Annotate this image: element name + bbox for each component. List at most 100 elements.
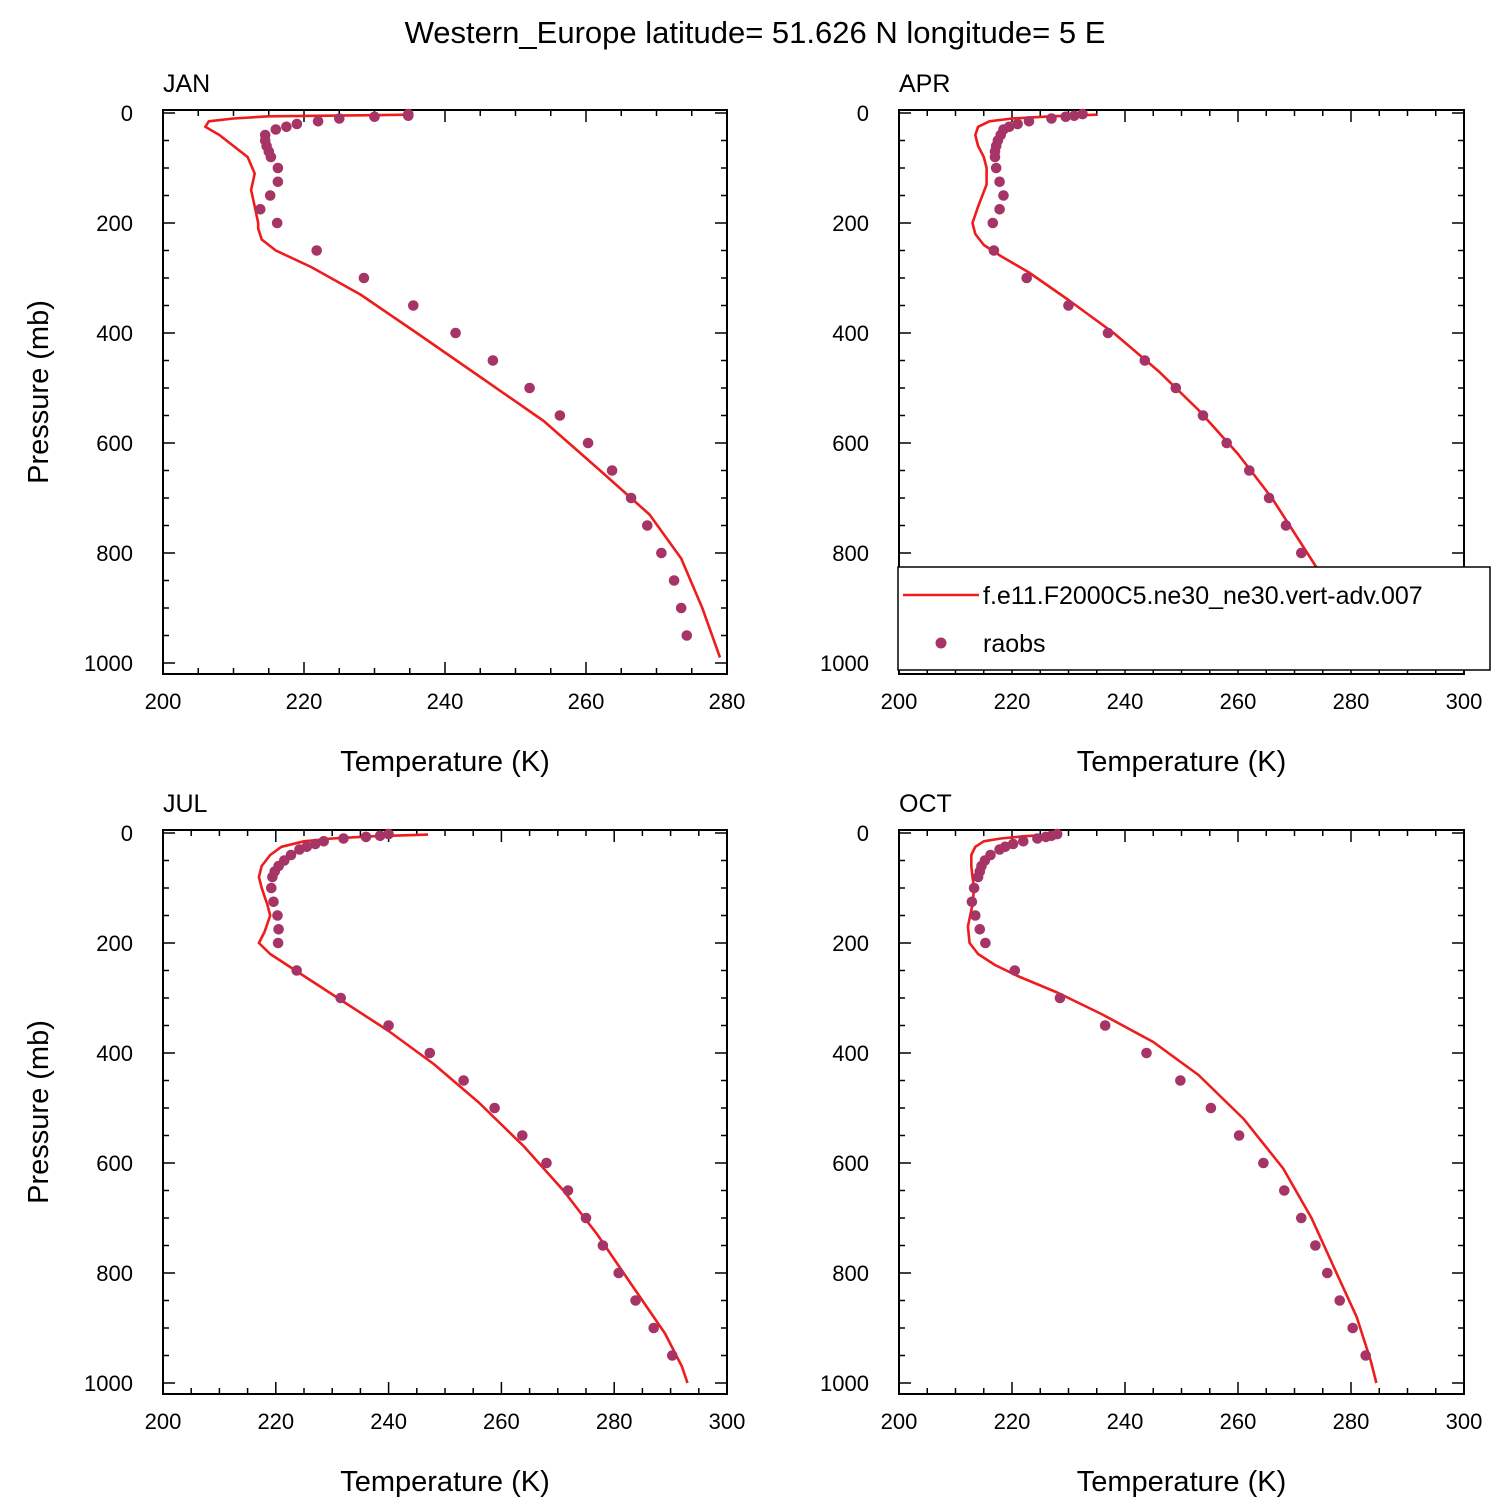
raobs-point [294,844,305,855]
x-axis-label: Temperature (K) [340,1466,550,1498]
x-tick-label: 260 [568,689,605,714]
x-tick-label: 260 [1220,689,1257,714]
raobs-point [562,1185,574,1196]
raobs-point [606,465,618,476]
legend-model-label: f.e11.F2000C5.ne30_ne30.vert-adv.007 [983,582,1423,610]
x-tick-label: 260 [1220,1409,1257,1434]
raobs-point [630,1295,641,1306]
raobs-point [1170,382,1182,394]
raobs-point [1040,831,1052,843]
raobs-point [582,437,594,449]
raobs-point [458,1075,469,1086]
raobs-point [489,1102,500,1114]
legend-obs-label: raobs [983,630,1046,658]
panel-apr: APR 200 220 240 260 280 300 0 200 400 600 800 1000 Te… [820,70,1482,778]
raobs-point [668,575,680,586]
raobs-point [374,830,386,842]
x-axis-label: Temperature (K) [1077,1466,1287,1498]
raobs-point [1068,110,1080,122]
raobs-point [1205,1102,1217,1114]
y-tick-label: 400 [832,321,869,346]
x-tick-label: 220 [257,1409,294,1434]
raobs-point [291,965,303,976]
raobs-point [383,828,394,840]
panel-jan: JAN 200 220 240 260 280 0 200 400 600 800 1000 Tempe… [23,70,745,778]
plot-frame [162,109,728,675]
raobs-point [554,410,566,421]
raobs-point [994,844,1005,855]
y-tick-label: 200 [96,931,133,956]
raobs-point [966,896,978,908]
raobs-point [970,910,981,921]
raobs-point [972,871,984,883]
raobs-point [1054,992,1066,1004]
raobs-point [487,355,499,366]
y-tick-label: 400 [832,1041,869,1066]
raobs-point [667,1350,678,1361]
panel-title: JAN [163,70,210,98]
raobs-point [1063,300,1074,311]
x-tick-label: 240 [1107,1409,1144,1434]
raobs-point [338,833,349,844]
raobs-point [675,602,687,614]
panel-title: OCT [899,790,952,818]
panel-jul: JUL 200 220 240 260 280 300 0 200 400 600 800 1000 Te… [23,790,745,1498]
x-tick-label: 260 [483,1409,520,1434]
raobs-point [291,118,303,130]
y-tick-label: 0 [857,821,869,846]
raobs-point [265,151,277,163]
raobs-point [980,937,991,949]
raobs-point [1233,1130,1245,1141]
y-tick-label: 1000 [820,1371,869,1396]
raobs-point [267,871,278,883]
legend: f.e11.F2000C5.ne30_ne30.vert-adv.007 rao… [897,566,1491,671]
x-tick-label: 220 [286,689,323,714]
model-profile-line [971,113,1372,664]
raobs-point [311,245,323,256]
y-tick-label: 400 [96,1041,133,1066]
raobs-point [408,300,419,311]
raobs-point [524,382,535,394]
raobs-point [1032,833,1043,844]
raobs-point [312,116,324,127]
x-tick-label: 300 [1446,1409,1483,1434]
raobs-point [625,492,637,504]
raobs-point [656,547,667,559]
y-axis-label: Pressure (mb) [23,1020,55,1204]
raobs-point [1009,965,1021,976]
x-tick-label: 240 [1107,689,1144,714]
y-tick-label: 0 [857,101,869,126]
y-tick-label: 200 [832,931,869,956]
raobs-point [424,1047,436,1059]
raobs-point [273,924,284,935]
raobs-point [1175,1075,1186,1086]
y-tick-label: 1000 [84,1371,133,1396]
x-tick-label: 300 [709,1409,746,1434]
x-tick-label: 220 [994,1409,1031,1434]
raobs-point [642,520,653,531]
figure-title: Western_Europe latitude= 51.626 N longit… [405,15,1106,50]
x-tick-label: 220 [994,689,1031,714]
panel-title: APR [899,70,950,98]
raobs-point [270,124,282,135]
raobs-point [988,245,1000,256]
plot-frame [898,829,1465,1395]
model-profile-line [966,833,1378,1384]
raobs-point [266,882,277,894]
raobs-point [648,1322,659,1334]
raobs-point [1334,1295,1345,1306]
raobs-point [974,924,986,935]
raobs-point [1258,1157,1269,1169]
panel-title: JUL [163,790,208,818]
raobs-point [272,937,284,949]
y-tick-label: 0 [121,101,133,126]
model-profile-line [257,833,689,1384]
raobs-point [1360,1350,1371,1361]
y-tick-label: 0 [121,821,133,846]
raobs-point [264,190,276,201]
raobs-point [334,113,345,124]
x-tick-label: 280 [596,1409,633,1434]
raobs-point [1018,836,1029,847]
y-tick-label: 600 [832,1151,869,1176]
raobs-point [1141,1047,1152,1059]
